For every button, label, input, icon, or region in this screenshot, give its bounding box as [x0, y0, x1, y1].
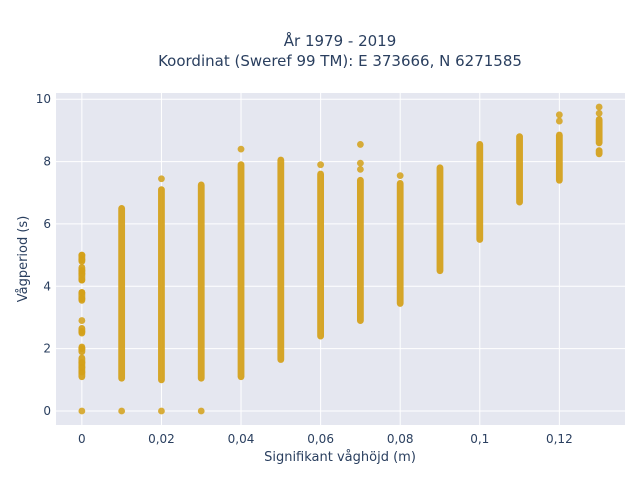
- data-point-cluster: [396, 180, 404, 307]
- data-column: [356, 141, 364, 324]
- data-point: [78, 407, 86, 415]
- data-point: [555, 111, 563, 119]
- data-point: [595, 103, 603, 111]
- data-marks: [78, 103, 603, 415]
- data-point-cluster: [356, 176, 364, 324]
- x-tick-label: 0,1: [470, 432, 489, 446]
- data-point: [78, 368, 86, 376]
- data-point: [317, 161, 325, 169]
- data-point: [555, 117, 563, 125]
- data-point: [237, 145, 245, 153]
- data-column: [277, 156, 285, 363]
- data-point-cluster: [516, 133, 523, 206]
- data-column: [317, 161, 325, 340]
- data-column: [476, 141, 484, 243]
- data-point-cluster: [476, 141, 484, 243]
- data-point: [78, 359, 86, 367]
- y-axis-ticks: 0 2 4 6 8 10: [36, 92, 51, 418]
- data-point-cluster: [595, 147, 603, 158]
- data-column: [118, 204, 126, 415]
- x-axis-title: Signifikant våghöjd (m): [264, 450, 416, 465]
- data-column: [237, 145, 245, 381]
- data-point: [78, 295, 86, 303]
- data-column: [197, 181, 205, 415]
- data-column: [516, 133, 523, 206]
- data-point: [158, 407, 165, 415]
- x-tick-label: 0,06: [307, 432, 334, 446]
- data-column: [396, 172, 404, 307]
- data-point: [158, 175, 165, 183]
- chart-title-line-1: År 1979 - 2019: [284, 31, 397, 50]
- data-column: [158, 175, 165, 415]
- y-axis-title: Vågperiod (s): [16, 216, 31, 303]
- data-point: [356, 141, 364, 148]
- chart-title-line-2: Koordinat (Sweref 99 TM): E 373666, N 62…: [158, 52, 522, 70]
- data-point-cluster: [555, 131, 563, 184]
- data-point-cluster: [317, 170, 325, 340]
- y-tick-label: 0: [43, 404, 51, 418]
- y-tick-label: 4: [43, 279, 51, 293]
- data-point: [78, 256, 86, 264]
- data-point-cluster: [158, 186, 165, 384]
- y-tick-label: 2: [43, 342, 51, 356]
- y-tick-label: 8: [43, 155, 51, 169]
- data-point: [356, 165, 364, 173]
- data-point-cluster: [436, 164, 444, 275]
- data-column: [436, 164, 444, 275]
- y-tick-label: 10: [36, 92, 51, 106]
- x-axis-ticks: 0 0,02 0,04 0,06 0,08 0,1 0,12: [78, 432, 573, 446]
- y-tick-label: 6: [43, 217, 51, 231]
- data-point: [78, 251, 86, 259]
- data-point: [396, 172, 404, 180]
- data-point: [78, 276, 86, 284]
- data-point-cluster: [595, 116, 603, 147]
- x-tick-label: 0,04: [228, 432, 255, 446]
- data-point: [78, 363, 86, 371]
- data-point: [595, 109, 603, 117]
- data-point: [78, 317, 86, 324]
- data-column: [78, 251, 86, 415]
- data-point: [78, 267, 86, 275]
- x-tick-label: 0,08: [387, 432, 414, 446]
- data-point-cluster: [118, 204, 126, 382]
- data-point: [78, 289, 86, 296]
- data-column: [555, 111, 563, 184]
- data-point: [78, 328, 86, 335]
- data-point-cluster: [197, 181, 205, 382]
- data-point: [356, 159, 364, 167]
- data-column: [595, 103, 603, 158]
- data-point-cluster: [277, 156, 285, 363]
- data-point: [197, 407, 205, 415]
- data-point: [118, 407, 126, 415]
- data-point-cluster: [237, 161, 245, 381]
- x-tick-label: 0,02: [148, 432, 175, 446]
- x-tick-label: 0: [78, 432, 86, 446]
- data-point: [78, 345, 86, 353]
- x-tick-label: 0,12: [546, 432, 573, 446]
- plot-area: [56, 93, 625, 425]
